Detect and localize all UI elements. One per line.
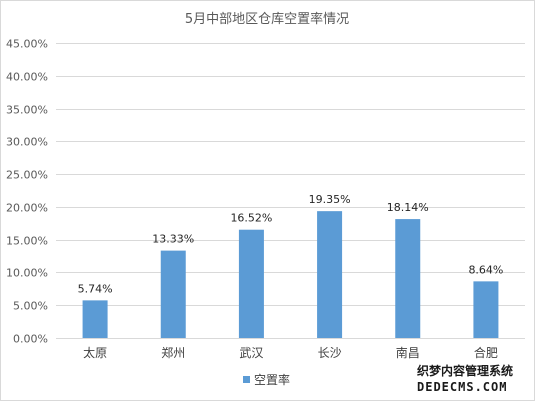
x-axis-categories: 太原 郑州 武汉 长沙 南昌 合肥	[83, 345, 498, 360]
y-tick-label: 15.00%	[6, 235, 48, 248]
bars	[82, 211, 499, 338]
y-tick-label: 25.00%	[6, 169, 48, 182]
x-category-label: 合肥	[474, 345, 498, 360]
y-tick-label: 40.00%	[6, 71, 48, 84]
bar	[82, 300, 108, 338]
y-axis-ticks: 0.00% 5.00% 10.00% 15.00% 20.00% 25.00% 30.00%…	[6, 38, 48, 346]
data-labels: 5.74% 13.33% 16.52% 19.35% 18.14% 8.64%	[78, 193, 504, 295]
data-label: 19.35%	[309, 193, 351, 206]
y-tick-label: 30.00%	[6, 136, 48, 149]
data-label: 13.33%	[152, 233, 194, 246]
gridlines	[56, 43, 525, 339]
y-tick-label: 45.00%	[6, 38, 48, 51]
bar	[317, 211, 343, 338]
watermark-line-2: DEDECMS.COM	[417, 380, 508, 394]
y-tick-label: 10.00%	[6, 267, 48, 280]
data-label: 8.64%	[468, 263, 503, 276]
bar	[160, 250, 186, 338]
legend-swatch	[243, 376, 250, 383]
y-tick-label: 20.00%	[6, 202, 48, 215]
watermark-line-1: 织梦内容管理系统	[417, 364, 514, 378]
data-label: 18.14%	[387, 201, 429, 214]
legend: 空置率	[243, 372, 290, 387]
y-tick-label: 35.00%	[6, 104, 48, 117]
legend-label: 空置率	[254, 372, 290, 387]
x-category-label: 长沙	[318, 346, 342, 360]
data-label: 16.52%	[230, 212, 272, 225]
bar	[238, 229, 264, 338]
x-category-label: 南昌	[396, 345, 420, 360]
x-category-label: 太原	[83, 345, 107, 360]
chart-title: 5月中部地区仓库空置率情况	[185, 11, 349, 27]
bar	[395, 219, 421, 338]
y-tick-label: 0.00%	[13, 333, 48, 346]
x-category-label: 武汉	[239, 346, 263, 360]
bar	[473, 281, 499, 338]
watermark: 织梦内容管理系统 DEDECMS.COM	[417, 363, 529, 397]
x-category-label: 郑州	[161, 345, 185, 360]
data-label: 5.74%	[78, 282, 113, 295]
y-tick-label: 5.00%	[13, 300, 48, 313]
